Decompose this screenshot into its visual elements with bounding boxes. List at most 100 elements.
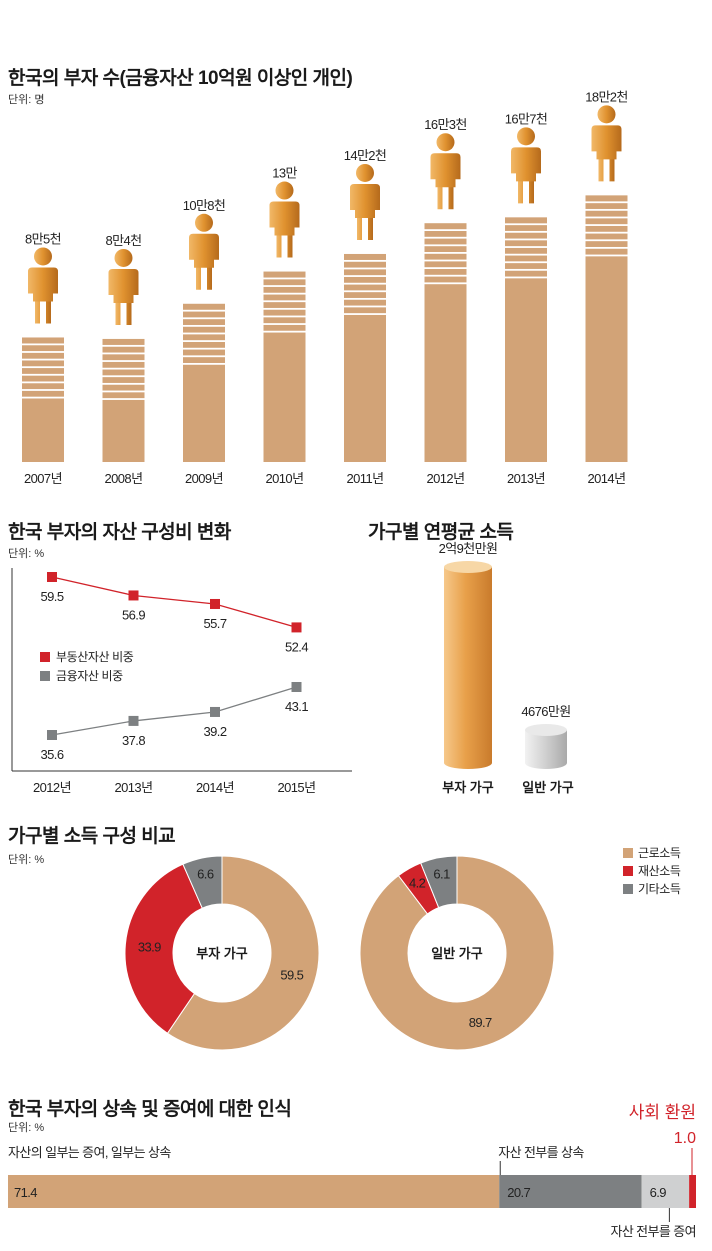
legend-swatch bbox=[40, 652, 50, 662]
bar-stripe bbox=[505, 238, 547, 241]
segment-name-label: 자산의 일부는 증여, 일부는 상속 bbox=[8, 1145, 171, 1160]
slice-label: 59.5 bbox=[280, 967, 303, 982]
legend-label: 금융자산 비중 bbox=[56, 669, 123, 683]
bar-stripe bbox=[424, 274, 467, 277]
bar-stripe bbox=[344, 313, 386, 315]
person-icon bbox=[511, 127, 541, 204]
bar-stripe bbox=[22, 366, 64, 369]
bar-stripe bbox=[22, 389, 64, 391]
cylinder-value-label: 4676만원 bbox=[521, 704, 570, 719]
bar-stripe bbox=[585, 208, 628, 211]
bar-stripe bbox=[263, 285, 306, 287]
rich-count-unit: 단위: 명 bbox=[8, 94, 45, 106]
x-tick-label: 2011년 bbox=[347, 471, 384, 486]
x-tick-label: 2008년 bbox=[105, 471, 143, 486]
bar-stripe bbox=[585, 231, 628, 234]
bar-stripe bbox=[585, 254, 628, 257]
data-label: 39.2 bbox=[204, 724, 227, 739]
legend-label: 근로소득 bbox=[638, 846, 681, 860]
asset-composition-chart: 59.5 56.9 55.7 52.4 35.6 37.8 39.2 43.1 2012년 201… bbox=[11, 568, 352, 795]
series-point bbox=[291, 682, 302, 692]
bar-stripe bbox=[344, 290, 386, 293]
bar-stripe bbox=[424, 282, 467, 285]
bar-value-label: 16만7천 bbox=[505, 111, 548, 126]
bar-stripe bbox=[183, 317, 225, 320]
donut-slice bbox=[182, 855, 223, 909]
series-point bbox=[210, 706, 220, 717]
inheritance-title: 한국 부자의 상속 및 증여에 대한 인식 bbox=[8, 1099, 292, 1120]
bar-2 bbox=[183, 303, 225, 462]
bar-stripe bbox=[263, 300, 306, 303]
bar-stripe bbox=[424, 244, 467, 247]
rich-count-chart: 8만5천 2007년 8만4천 2008년 10만8천 2009년 13만 2010년 14만2… bbox=[22, 89, 628, 486]
slice-label: 33.9 bbox=[138, 939, 161, 954]
x-tick-label: 2012년 bbox=[33, 780, 71, 795]
bar-stripe bbox=[263, 323, 306, 325]
donut-slice bbox=[124, 863, 203, 1034]
x-tick-label: 2012년 bbox=[427, 471, 465, 486]
bar-stripe bbox=[102, 398, 145, 400]
data-label: 43.1 bbox=[285, 699, 308, 714]
series-point bbox=[291, 622, 302, 633]
bar-stripe bbox=[424, 259, 467, 262]
bar-stripe bbox=[585, 201, 628, 204]
bar-value-label: 8만5천 bbox=[25, 231, 61, 246]
bar-stripe bbox=[263, 292, 306, 295]
bar-value-label: 14만2천 bbox=[344, 148, 387, 163]
series-line-0 bbox=[51, 576, 297, 629]
bar-stripe bbox=[344, 305, 386, 308]
bar-stripe bbox=[505, 253, 547, 256]
segment-value-label: 6.9 bbox=[650, 1185, 667, 1200]
bar-stripe bbox=[102, 390, 145, 393]
bar-stripe bbox=[505, 268, 547, 271]
bar-stripe bbox=[22, 396, 64, 399]
bar-stripe bbox=[263, 330, 306, 333]
bar-stripe bbox=[505, 261, 547, 264]
stack-segment-3 bbox=[689, 1175, 696, 1208]
bar-stripe bbox=[263, 277, 306, 280]
legend-swatch bbox=[623, 866, 633, 876]
slice-label: 6.1 bbox=[433, 866, 450, 881]
bar-stripe bbox=[344, 297, 386, 300]
person-icon bbox=[108, 248, 139, 325]
bar-stripe bbox=[183, 347, 225, 350]
bar-stripe bbox=[424, 229, 467, 232]
bar-stripe bbox=[102, 344, 145, 347]
donut-slice bbox=[166, 855, 320, 1051]
data-label: 55.7 bbox=[204, 616, 227, 631]
bar-stripe bbox=[183, 332, 225, 335]
segment-value-label: 20.7 bbox=[507, 1185, 530, 1200]
bar-stripe bbox=[505, 246, 547, 248]
donut-slice bbox=[420, 855, 458, 909]
slice-label: 6.6 bbox=[197, 867, 214, 882]
person-icon bbox=[591, 105, 622, 182]
stack-segment-2 bbox=[641, 1175, 690, 1208]
x-tick-label: 2013년 bbox=[507, 471, 545, 486]
bar-stripe bbox=[183, 309, 225, 312]
cylinder-category-label: 부자 가구 bbox=[442, 780, 493, 795]
donut-slice bbox=[359, 855, 555, 1051]
bar-value-label: 18만2천 bbox=[585, 89, 628, 104]
data-label: 56.9 bbox=[122, 607, 145, 622]
bar-stripe bbox=[585, 246, 628, 249]
slice-label: 4.2 bbox=[409, 876, 426, 891]
series-point bbox=[210, 598, 220, 609]
asset-composition-unit: 단위: % bbox=[8, 548, 45, 560]
data-label: 59.5 bbox=[41, 589, 64, 604]
bar-stripe bbox=[344, 267, 386, 270]
bar-3 bbox=[263, 271, 306, 462]
x-tick-label: 2014년 bbox=[196, 780, 234, 795]
legend-swatch bbox=[623, 884, 633, 894]
legend-label: 기타소득 bbox=[638, 882, 681, 896]
bar-stripe bbox=[22, 358, 64, 361]
stack-segment-1 bbox=[499, 1175, 642, 1208]
inheritance-unit: 단위: % bbox=[8, 1122, 45, 1134]
person-icon bbox=[28, 247, 58, 324]
person-icon bbox=[350, 163, 380, 240]
segment-value-label: 1.0 bbox=[674, 1130, 696, 1147]
bar-4 bbox=[344, 253, 386, 462]
x-tick-label: 2015년 bbox=[278, 780, 316, 795]
slice-label: 89.7 bbox=[469, 1015, 492, 1030]
legend-swatch bbox=[40, 671, 50, 681]
